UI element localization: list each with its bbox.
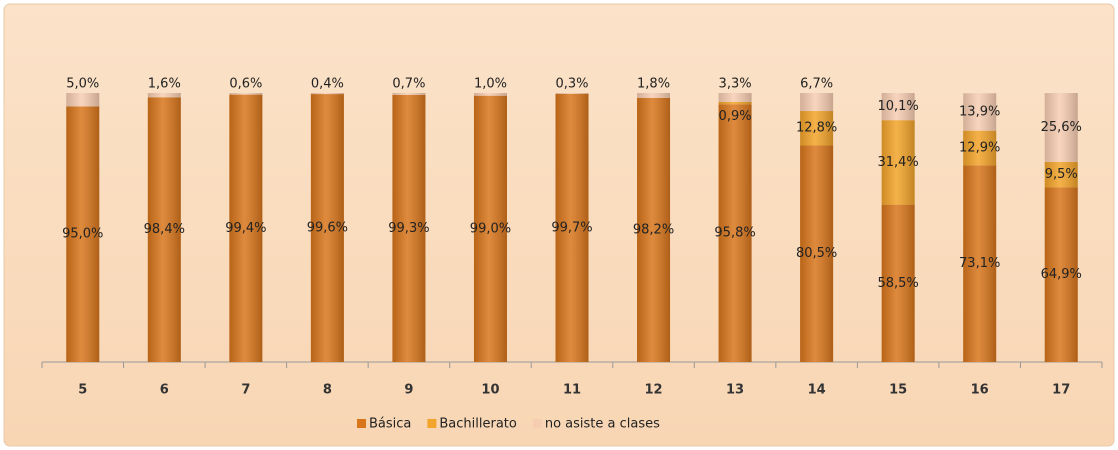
bar-shade: [881, 120, 915, 205]
bar-shade: [555, 93, 589, 94]
x-tick-label: 8: [323, 383, 332, 398]
x-tick-label: 12: [644, 383, 662, 398]
x-tick-label: 14: [808, 383, 826, 398]
x-tick-label: 7: [241, 383, 250, 398]
bar-shade: [147, 97, 181, 362]
bar-shade: [555, 93, 589, 362]
x-tick-label: 10: [481, 383, 499, 398]
data-label: 0,6%: [229, 77, 262, 92]
bar-shade: [1044, 93, 1078, 162]
x-tick-label: 13: [726, 383, 744, 398]
data-label: 0,9%: [719, 109, 752, 124]
x-tick-label: 5: [78, 383, 87, 398]
bar-shade: [881, 204, 915, 362]
data-label: 6,7%: [800, 77, 833, 92]
data-label: 13,9%: [959, 104, 1000, 119]
bar-shade: [1044, 161, 1078, 188]
data-label: 95,0%: [62, 227, 103, 242]
bar-shade: [963, 93, 997, 131]
legend-label: Básica: [369, 417, 411, 432]
x-tick-label: 16: [971, 383, 989, 398]
x-tick-label: 17: [1052, 383, 1070, 398]
bar-shade: [229, 93, 263, 95]
bar-shade: [310, 93, 344, 95]
bar-shade: [718, 104, 752, 362]
data-label: 0,7%: [392, 77, 425, 92]
data-label: 99,3%: [388, 221, 429, 236]
bar-shade: [800, 111, 834, 146]
bar-shade: [392, 94, 426, 363]
x-tick-label: 9: [404, 383, 413, 398]
data-label: 0,4%: [311, 77, 344, 92]
bar-shade: [310, 94, 344, 363]
data-label: 1,0%: [474, 77, 507, 92]
data-label: 10,1%: [877, 99, 918, 114]
bar-shade: [147, 93, 181, 98]
x-tick-label: 6: [160, 383, 169, 398]
bar-shade: [637, 97, 671, 362]
data-label: 80,5%: [796, 246, 837, 261]
data-label: 5,0%: [66, 77, 99, 92]
x-tick-label: 11: [563, 383, 581, 398]
bar-shade: [473, 95, 507, 362]
data-label: 3,3%: [719, 77, 752, 92]
bar-shade: [718, 101, 752, 105]
data-label: 98,4%: [144, 222, 185, 237]
data-label: 98,2%: [633, 222, 674, 237]
data-label: 58,5%: [877, 276, 918, 291]
legend: Básica Bachillerato no asiste a clases: [357, 417, 660, 432]
legend-swatch: [427, 419, 437, 428]
data-label: 25,6%: [1041, 120, 1082, 135]
bar-shade: [1044, 187, 1078, 362]
bar-shade: [229, 94, 263, 362]
bar-shade: [881, 93, 915, 121]
data-label: 64,9%: [1041, 267, 1082, 282]
data-label: 12,9%: [959, 141, 1000, 156]
x-tick-label: 15: [889, 383, 907, 398]
bar-shade: [66, 106, 100, 362]
data-label: 99,7%: [551, 220, 592, 235]
data-label: 99,6%: [307, 221, 348, 236]
data-label: 1,6%: [148, 77, 181, 92]
data-label: 95,8%: [714, 226, 755, 241]
bar-shade: [392, 93, 426, 95]
data-label: 99,0%: [470, 221, 511, 236]
data-label: 12,8%: [796, 121, 837, 136]
legend-label: no asiste a clases: [545, 417, 660, 432]
data-label: 99,4%: [225, 221, 266, 236]
data-label: 73,1%: [959, 256, 1000, 271]
bar-shade: [637, 93, 671, 98]
bar-shade: [718, 93, 752, 102]
data-label: 9,5%: [1045, 167, 1078, 182]
data-label: 1,8%: [637, 77, 670, 92]
bar-shade: [473, 93, 507, 96]
legend-swatch: [357, 419, 366, 428]
legend-label: Bachillerato: [439, 417, 517, 432]
bar-shade: [800, 145, 834, 362]
data-label: 0,3%: [555, 77, 588, 92]
bar-shade: [800, 93, 834, 112]
bar-shade: [963, 130, 997, 166]
data-label: 31,4%: [877, 155, 918, 170]
bar-shade: [66, 93, 100, 107]
legend-swatch: [532, 419, 542, 428]
bar-shade: [963, 165, 997, 362]
